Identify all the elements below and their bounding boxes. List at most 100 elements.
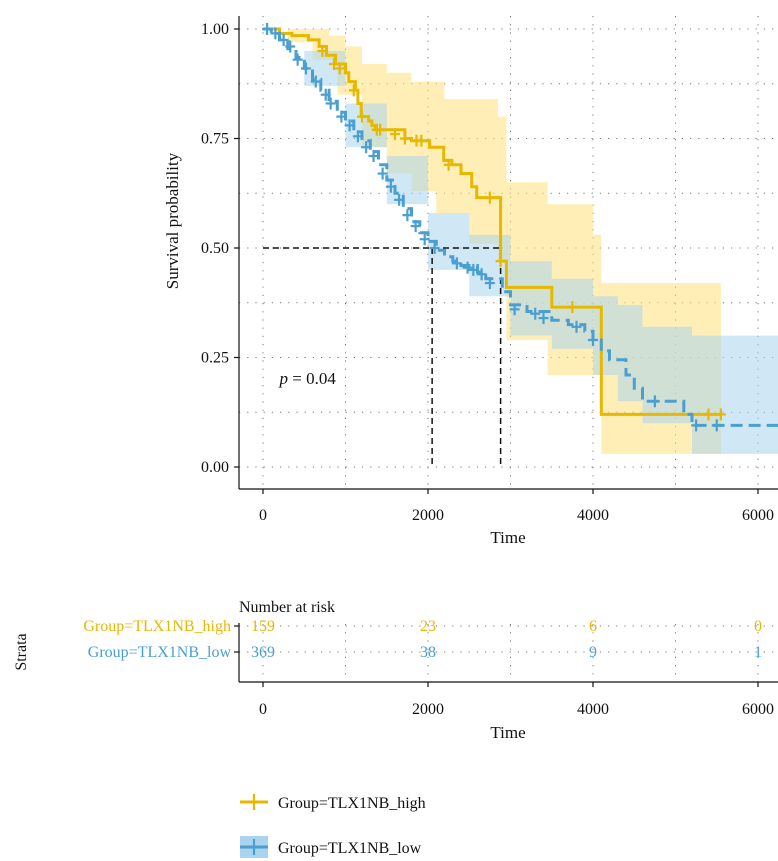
censor-mark-low bbox=[538, 312, 549, 325]
risk-row-label: Group=TLX1NB_low bbox=[88, 644, 232, 661]
censor-mark-low bbox=[588, 333, 598, 346]
risk-table-title: Number at risk bbox=[239, 599, 335, 616]
y-axis-title: Survival probability bbox=[163, 152, 182, 289]
censor-mark-low bbox=[410, 220, 421, 233]
legend-label: Group=TLX1NB_low bbox=[278, 840, 422, 857]
censor-mark-high bbox=[328, 58, 339, 71]
censor-mark-low bbox=[468, 263, 479, 276]
risk-count: 9 bbox=[589, 644, 597, 661]
risk-count: 23 bbox=[420, 618, 436, 635]
censor-mark-low bbox=[462, 261, 473, 274]
censor-mark-low bbox=[530, 307, 541, 320]
y-tick-label: 0.25 bbox=[201, 350, 229, 367]
risk-count: 0 bbox=[754, 618, 762, 635]
censor-mark-high bbox=[399, 132, 410, 145]
censor-mark-low bbox=[325, 97, 336, 110]
risk-x-tick-label: 2000 bbox=[412, 701, 444, 718]
risk-count: 369 bbox=[251, 644, 275, 661]
censor-mark-low bbox=[336, 110, 347, 123]
median-lines bbox=[263, 247, 502, 467]
censor-mark-low bbox=[262, 23, 273, 35]
censor-mark-low bbox=[691, 419, 702, 432]
p-value-text: = 0.04 bbox=[288, 369, 336, 388]
risk-table-grid bbox=[239, 624, 778, 681]
y-tick-label: 1.00 bbox=[201, 21, 229, 38]
survival-curve-low bbox=[263, 27, 778, 427]
censor-mark-low bbox=[292, 53, 303, 66]
p-value-annotation: p = 0.04 bbox=[279, 369, 337, 388]
censor-mark-high bbox=[390, 128, 400, 141]
x-tick-label: 6000 bbox=[742, 507, 774, 524]
censor-mark-low bbox=[352, 130, 363, 143]
censor-mark-low bbox=[419, 233, 430, 246]
ci-band-low bbox=[263, 29, 778, 454]
censor-mark-high bbox=[484, 191, 495, 204]
survival-plot: 0.00 0.25 0.50 0.75 1.00 0 2000 4000 6000 Survi… bbox=[163, 16, 778, 547]
censor-mark-low bbox=[476, 268, 487, 281]
y-tick-label: 0.50 bbox=[201, 240, 229, 257]
x-tick-label: 2000 bbox=[412, 507, 444, 524]
strata-axis-title: Strata bbox=[13, 633, 30, 670]
x-tick-label: 4000 bbox=[577, 507, 609, 524]
censor-mark-low bbox=[484, 277, 495, 290]
censor-mark-high bbox=[443, 158, 454, 171]
risk-count: 1 bbox=[754, 644, 762, 661]
censor-mark-high bbox=[567, 301, 578, 314]
risk-row-label: Group=TLX1NB_high bbox=[83, 618, 231, 635]
censor-mark-low bbox=[509, 303, 520, 316]
risk-count: 38 bbox=[420, 644, 436, 661]
risk-x-tick-labels: 0 2000 4000 6000 bbox=[259, 682, 774, 718]
censor-mark-high bbox=[495, 255, 506, 268]
censor-mark-low bbox=[394, 193, 405, 206]
censor-mark-high bbox=[348, 84, 359, 97]
risk-table: Number at risk Group=TLX1NB_high 159 23 6 0G… bbox=[13, 599, 778, 742]
censor-mark-low bbox=[429, 242, 440, 254]
x-tick-label: 0 bbox=[259, 507, 267, 524]
legend: Group=TLX1NB_high Group=TLX1NB_low bbox=[240, 794, 426, 858]
x-tick-labels: 0 2000 4000 6000 bbox=[259, 489, 774, 524]
censor-mark-low bbox=[451, 257, 462, 270]
censor-mark-low bbox=[270, 27, 281, 40]
risk-x-tick-label: 0 bbox=[259, 701, 267, 718]
censor-mark-high bbox=[317, 44, 328, 57]
y-tick-label: 0.75 bbox=[201, 131, 229, 148]
risk-x-tick-label: 6000 bbox=[742, 701, 774, 718]
y-tick-labels: 0.00 0.25 0.50 0.75 1.00 bbox=[201, 21, 239, 476]
censor-mark-high bbox=[334, 62, 345, 75]
censor-mark-low bbox=[320, 88, 331, 101]
legend-key-low bbox=[240, 836, 268, 858]
censor-mark-low bbox=[344, 119, 355, 132]
censor-mark-low bbox=[385, 180, 396, 193]
censor-mark-low bbox=[402, 209, 413, 222]
censor-marks bbox=[262, 23, 726, 432]
censor-mark-low bbox=[310, 75, 321, 88]
censor-mark-low bbox=[278, 33, 289, 46]
risk-count: 159 bbox=[251, 618, 275, 635]
risk-x-axis-title: Time bbox=[490, 723, 525, 742]
censor-mark-low bbox=[377, 167, 388, 180]
censor-mark-high bbox=[375, 123, 386, 136]
x-axis-title: Time bbox=[490, 528, 525, 547]
risk-table-rows: Group=TLX1NB_high 159 23 6 0 Group=TLX1NB_low… bbox=[83, 618, 762, 661]
p-symbol: p bbox=[279, 369, 289, 388]
confidence-bands bbox=[263, 29, 778, 454]
censor-mark-low bbox=[361, 141, 372, 154]
censor-mark-high bbox=[416, 134, 427, 147]
censor-mark-low bbox=[711, 419, 722, 432]
censor-mark-low bbox=[571, 320, 582, 333]
legend-key-high bbox=[240, 794, 268, 810]
censor-mark-low bbox=[300, 62, 311, 75]
legend-label: Group=TLX1NB_high bbox=[278, 795, 426, 812]
censor-mark-low bbox=[368, 150, 379, 163]
censor-mark-low bbox=[285, 40, 296, 53]
plot-axes bbox=[238, 16, 778, 490]
censor-mark-high bbox=[703, 408, 714, 421]
censor-mark-low bbox=[649, 395, 660, 408]
risk-x-tick-label: 4000 bbox=[577, 701, 609, 718]
censor-mark-high bbox=[715, 408, 726, 421]
risk-count: 6 bbox=[589, 618, 597, 635]
censor-mark-high bbox=[357, 110, 367, 123]
y-tick-label: 0.00 bbox=[201, 459, 229, 476]
